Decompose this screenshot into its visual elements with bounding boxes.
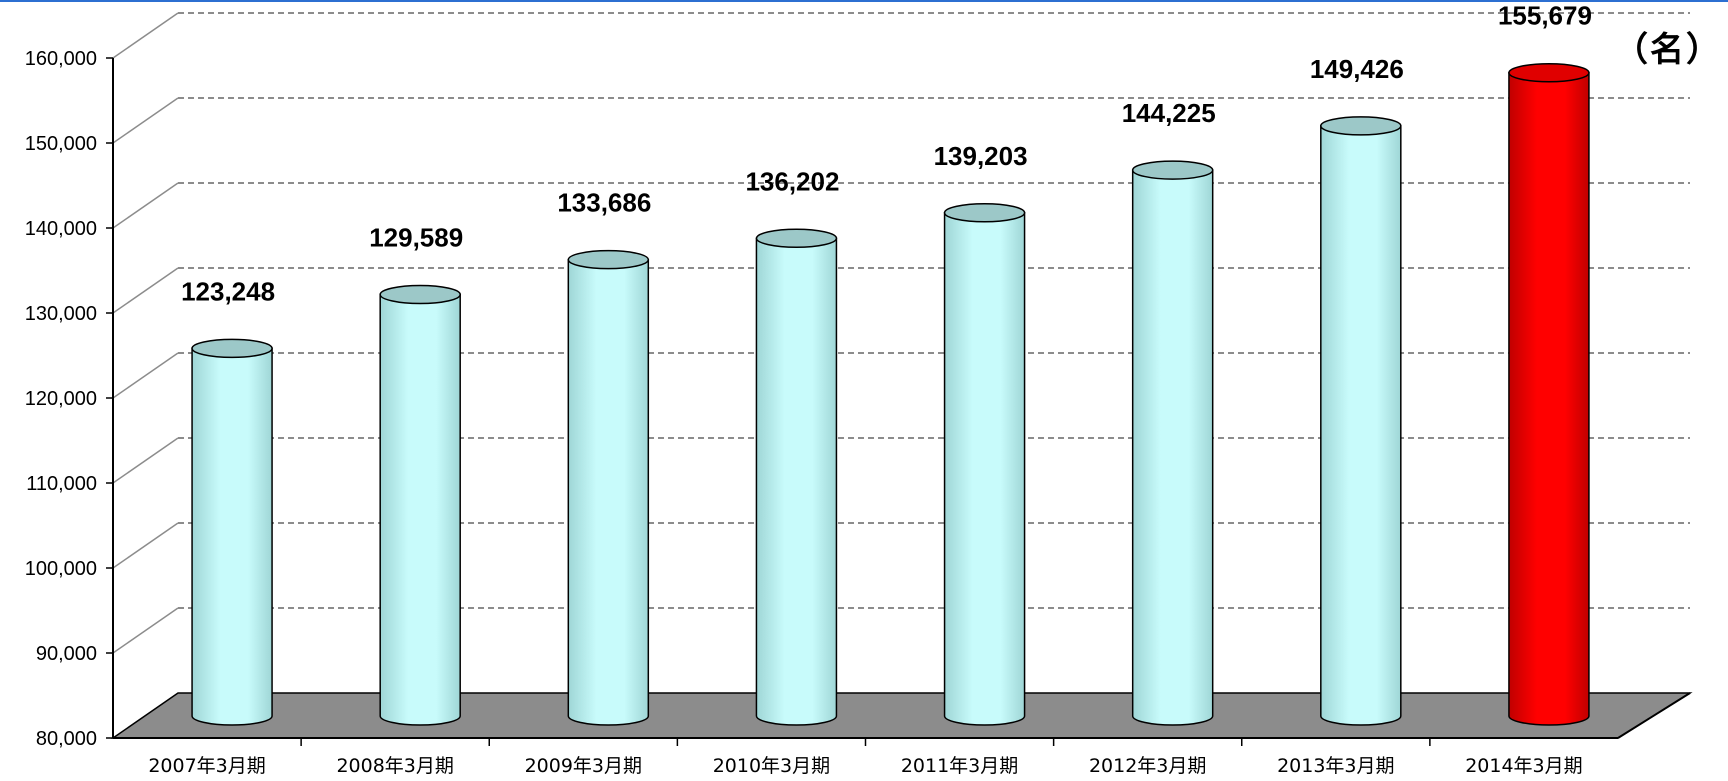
- data-label: 129,589: [369, 222, 463, 252]
- bar-body: [379, 293, 461, 726]
- bar-body: [1131, 169, 1214, 726]
- bar-body: [191, 347, 273, 726]
- x-axis-tick-labels: 2007年3月期 2008年3月期 2009年3月期 2010年3月期 2011年3月期…: [148, 755, 1582, 777]
- bars: [191, 62, 1590, 726]
- y-axis-tick-labels: 80,000 90,000 100,000 110,000 120,000 130,000…: [25, 48, 97, 750]
- y-tick-label: 130,000: [25, 303, 97, 325]
- y-tick-label: 160,000: [25, 48, 97, 70]
- data-label: 155,679: [1498, 1, 1592, 31]
- x-tick-label: 2007年3月期: [148, 755, 265, 777]
- y-tick-label: 90,000: [36, 643, 97, 665]
- x-tick-label: 2011年3月期: [901, 755, 1018, 777]
- floor-plane: [110, 692, 1693, 739]
- bar-top: [379, 284, 461, 305]
- y-tick-label: 80,000: [36, 728, 97, 750]
- bar-body: [943, 212, 1026, 726]
- side-gridline: [112, 12, 179, 59]
- bar-top: [567, 249, 650, 270]
- y-tick-label: 150,000: [25, 133, 97, 155]
- bar-2: [379, 284, 461, 726]
- side-gridline: [112, 607, 179, 654]
- top-rule: [0, 0, 1728, 2]
- side-gridline: [112, 267, 179, 314]
- gridlines: [112, 12, 1690, 654]
- unit-label: （名）: [1614, 30, 1722, 70]
- side-gridline: [112, 522, 179, 569]
- y-tick-label: 110,000: [26, 473, 97, 495]
- x-tick-label: 2013年3月期: [1277, 755, 1394, 777]
- x-tick-label: 2009年3月期: [525, 755, 642, 777]
- data-label: 133,686: [557, 188, 651, 218]
- side-gridline: [112, 437, 179, 484]
- bar-body: [567, 258, 650, 726]
- side-gridline: [112, 182, 179, 229]
- bar-3: [567, 249, 650, 726]
- x-tick-label: 2014年3月期: [1465, 755, 1582, 777]
- bar-top: [1131, 160, 1214, 180]
- floor-right-edge: [1617, 692, 1691, 739]
- data-labels: 123,248 129,589 133,686 136,202 139,203 144,2…: [181, 1, 1592, 307]
- bar-6: [1131, 160, 1214, 726]
- side-gridline: [112, 352, 179, 399]
- bar-body: [1320, 125, 1402, 726]
- bar-body: [755, 237, 838, 726]
- bar-top: [943, 203, 1026, 223]
- bar-top: [1508, 62, 1590, 83]
- side-gridline: [112, 97, 179, 144]
- data-label: 149,426: [1310, 54, 1404, 84]
- bar-top: [1320, 116, 1402, 136]
- y-tick-label: 100,000: [25, 558, 97, 580]
- bar-7: [1320, 116, 1402, 726]
- y-tick-label: 140,000: [25, 218, 97, 240]
- data-label: 136,202: [745, 166, 839, 196]
- bar-8: [1508, 62, 1590, 726]
- y-tick-label: 120,000: [25, 388, 97, 410]
- data-label: 144,225: [1122, 98, 1216, 128]
- data-label: 123,248: [181, 276, 275, 306]
- bar-body: [1508, 71, 1590, 726]
- bar-5: [943, 203, 1026, 726]
- bar-top: [755, 228, 838, 249]
- x-tick-label: 2008年3月期: [336, 755, 453, 777]
- x-tick-label: 2010年3月期: [713, 755, 830, 777]
- bar-4: [755, 228, 838, 726]
- axes: [106, 57, 1691, 746]
- bar-1: [191, 338, 273, 726]
- bar-top: [191, 338, 273, 359]
- data-label: 139,203: [934, 141, 1028, 171]
- x-tick-label: 2012年3月期: [1089, 755, 1206, 777]
- chart-floor: [110, 692, 1693, 739]
